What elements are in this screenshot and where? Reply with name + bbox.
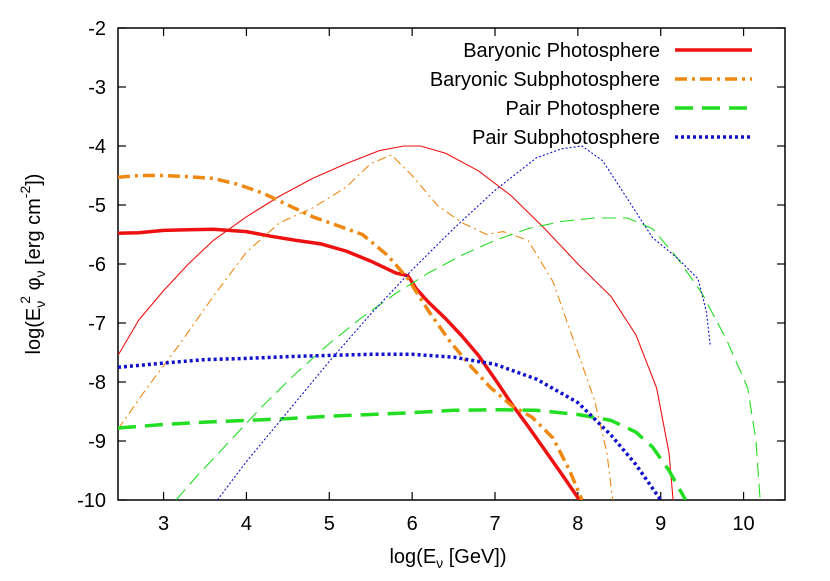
baryonic-subphotosphere-thick-line bbox=[118, 173, 584, 500]
y-axis-label: log(Eν2 φν [erg cm-2]) bbox=[17, 174, 48, 355]
y-axis-label-part-5: [erg cm bbox=[23, 198, 45, 270]
legend-label-pair-photosphere: Pair Photosphere bbox=[505, 98, 660, 120]
pair-subphotosphere-thin-line bbox=[216, 145, 711, 500]
plot-frame bbox=[117, 27, 786, 501]
y-tick-label: -9 bbox=[88, 431, 106, 453]
x-tick-label: 9 bbox=[655, 513, 666, 535]
y-axis-label-part-6: -2 bbox=[17, 186, 33, 199]
x-axis-label-sub: ν bbox=[436, 555, 443, 571]
y-axis-label-part-7: ]) bbox=[23, 174, 45, 186]
legend: Baryonic Photosphere Baryonic Subphotosph… bbox=[430, 40, 752, 149]
y-axis-label-part-1: ν bbox=[32, 301, 48, 308]
y-tick-label: -6 bbox=[88, 254, 106, 276]
series-layer bbox=[118, 145, 761, 500]
baryonic-subphotosphere-thin-line bbox=[118, 154, 614, 500]
pair-subphotosphere-thick-line bbox=[118, 352, 663, 500]
x-axis-label-tail: [GeV]) bbox=[443, 546, 506, 568]
y-tick-label: -7 bbox=[88, 313, 106, 335]
baryonic-photosphere-thin-line bbox=[118, 145, 674, 500]
y-axis-label-part-4: ν bbox=[32, 270, 48, 277]
pair-photosphere-thin-line bbox=[175, 217, 761, 500]
pair-photosphere-thick-line bbox=[118, 407, 688, 500]
legend-label-baryonic-subphotosphere: Baryonic Subphotosphere bbox=[430, 69, 660, 91]
x-tick-label: 6 bbox=[407, 513, 418, 535]
x-tick-label: 8 bbox=[572, 513, 583, 535]
y-axis-label-part-3: φ bbox=[23, 277, 45, 296]
legend-label-baryonic-photosphere: Baryonic Photosphere bbox=[463, 40, 660, 62]
x-tick-label: 3 bbox=[158, 513, 169, 535]
legend-label-pair-subphotosphere: Pair Subphotosphere bbox=[472, 127, 660, 149]
y-tick-label: -3 bbox=[88, 77, 106, 99]
y-axis-label-part-2: 2 bbox=[17, 296, 33, 304]
axis-ticks: 3 4 5 6 7 8 9 10 -2 -3 -4 -5 -6 -7 -8 -9 -10 bbox=[77, 18, 785, 535]
y-tick-label: -2 bbox=[88, 18, 106, 40]
y-tick-label: -5 bbox=[88, 195, 106, 217]
y-tick-label: -10 bbox=[77, 490, 106, 512]
x-tick-label: 10 bbox=[732, 513, 754, 535]
y-tick-label: -4 bbox=[88, 136, 106, 158]
x-tick-label: 4 bbox=[241, 513, 252, 535]
baryonic-photosphere-thick-line bbox=[118, 227, 581, 500]
x-axis-label: log(Eν [GeV]) bbox=[389, 546, 506, 571]
x-axis-label-main: log(E bbox=[389, 546, 436, 568]
x-tick-label: 7 bbox=[489, 513, 500, 535]
y-axis-label-part-0: log(E bbox=[23, 308, 45, 355]
y-tick-label: -8 bbox=[88, 372, 106, 394]
x-tick-label: 5 bbox=[324, 513, 335, 535]
